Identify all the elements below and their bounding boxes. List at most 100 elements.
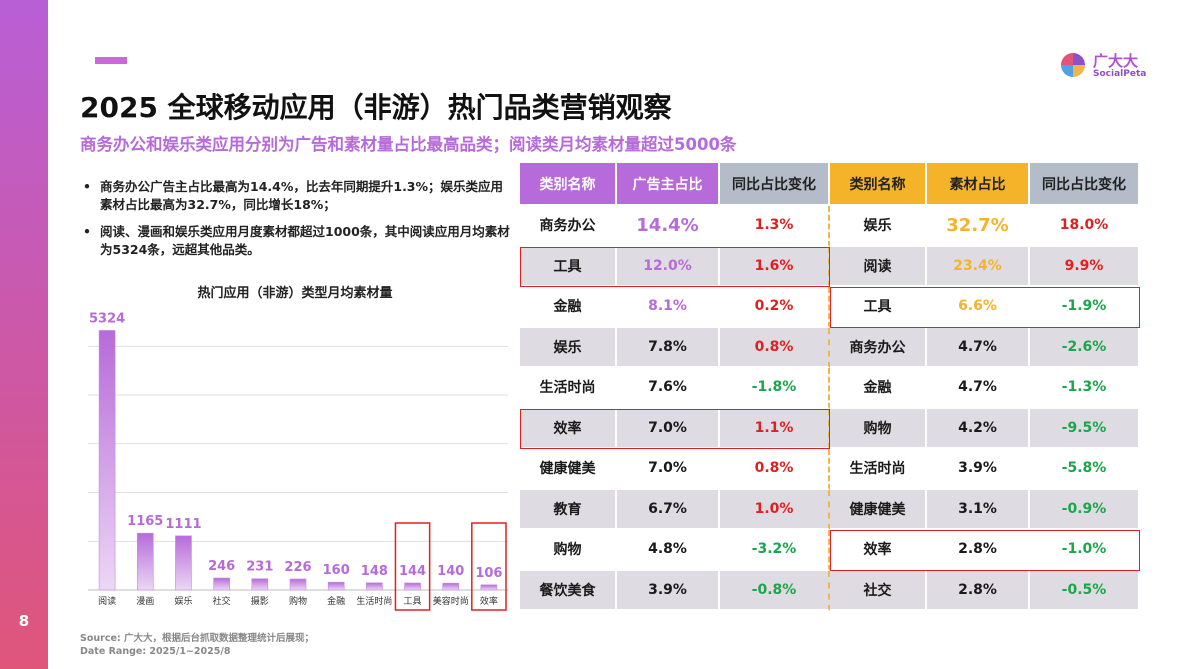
creative-share-cell: 4.7% bbox=[927, 327, 1030, 368]
right-category-cell: 阅读 bbox=[830, 246, 927, 287]
bullet-item: • 阅读、漫画和娱乐类应用月度素材都超过1000条，其中阅读应用月均素材为532… bbox=[80, 223, 510, 259]
left-change-cell: 1.0% bbox=[720, 489, 830, 530]
chart-x-tick-label: 摄影 bbox=[251, 595, 269, 607]
right-category-cell: 金融 bbox=[830, 368, 927, 409]
left-category-cell: 工具 bbox=[520, 246, 617, 287]
logo: 广大大 SocialPeta bbox=[1060, 50, 1170, 80]
right-change-cell: -5.8% bbox=[1030, 449, 1140, 490]
creative-share-cell: 2.8% bbox=[927, 530, 1030, 571]
left-change-cell: -3.2% bbox=[720, 530, 830, 571]
chart-highlight-box bbox=[471, 522, 507, 611]
chart-bar bbox=[480, 584, 498, 591]
creative-share-cell: 32.7% bbox=[927, 206, 1030, 247]
table-row: 效率 7.0% 1.1% 购物 4.2% -9.5% bbox=[520, 408, 1140, 449]
left-change-cell: 1.1% bbox=[720, 408, 830, 449]
chart-x-tick-label: 购物 bbox=[289, 595, 307, 607]
right-category-cell: 购物 bbox=[830, 408, 927, 449]
chart-value-label: 160 bbox=[323, 563, 350, 578]
left-change-cell: 0.2% bbox=[720, 287, 830, 328]
creative-share-cell: 4.2% bbox=[927, 408, 1030, 449]
chart-highlight-box bbox=[394, 522, 431, 611]
bullet-dot: • bbox=[83, 224, 91, 239]
table-row: 健康健美 7.0% 0.8% 生活时尚 3.9% -5.8% bbox=[520, 449, 1140, 490]
date-range-text: Date Range: 2025/1~2025/8 bbox=[80, 646, 231, 657]
right-category-cell: 效率 bbox=[830, 530, 927, 571]
bullet-text: 商务办公广告主占比最高为14.4%，比去年同期提升1.3%；娱乐类应用素材占比最… bbox=[100, 179, 504, 212]
socialpeta-logo-icon bbox=[1061, 53, 1085, 77]
chart-x-tick-label: 工具 bbox=[404, 596, 422, 607]
table-row: 生活时尚 7.6% -1.8% 金融 4.7% -1.3% bbox=[520, 368, 1140, 409]
right-change-cell: -1.0% bbox=[1030, 530, 1140, 571]
page-title: 2025 全球移动应用（非游）热门品类营销观察 bbox=[80, 91, 672, 124]
chart-x-tick-label: 生活时尚 bbox=[356, 595, 392, 607]
chart-bar bbox=[251, 578, 269, 591]
chart-value-label: 106 bbox=[475, 566, 502, 581]
ad-share-cell: 14.4% bbox=[617, 206, 720, 247]
right-change-cell: 9.9% bbox=[1030, 246, 1140, 287]
creative-share-cell: 6.6% bbox=[927, 287, 1030, 328]
chart-bar bbox=[136, 532, 154, 591]
left-category-cell: 娱乐 bbox=[520, 327, 617, 368]
creative-share-cell: 3.9% bbox=[927, 449, 1030, 490]
chart-bar bbox=[213, 577, 230, 591]
right-change-cell: -2.6% bbox=[1030, 327, 1140, 368]
left-category-cell: 生活时尚 bbox=[520, 368, 617, 409]
left-change-cell: 1.6% bbox=[720, 246, 830, 287]
chart-bar bbox=[404, 582, 421, 591]
logo-en-text: SocialPeta bbox=[1093, 69, 1147, 79]
left-category-cell: 金融 bbox=[520, 287, 617, 328]
page-subtitle: 商务办公和娱乐类应用分别为广告和素材量占比最高品类；阅读类月均素材量超过5000… bbox=[80, 135, 737, 154]
header-ad-share: 广告主占比 bbox=[617, 163, 720, 206]
right-change-cell: 18.0% bbox=[1030, 206, 1140, 247]
left-category-cell: 健康健美 bbox=[520, 449, 617, 490]
chart-title: 热门应用（非游）类型月均素材量 bbox=[197, 286, 393, 301]
bullet-list: • 商务办公广告主占比最高为14.4%，比去年同期提升1.3%；娱乐类应用素材占… bbox=[80, 178, 510, 268]
title-accent-bar bbox=[95, 57, 127, 64]
ad-share-cell: 7.6% bbox=[617, 368, 720, 409]
bullet-dot: • bbox=[83, 179, 91, 194]
chart-x-tick-label: 阅读 bbox=[98, 595, 116, 607]
chart-value-label: 5324 bbox=[89, 311, 125, 326]
chart-value-label: 226 bbox=[284, 560, 311, 575]
chart-value-label: 231 bbox=[246, 560, 273, 575]
left-category-cell: 教育 bbox=[520, 489, 617, 530]
left-change-cell: 0.8% bbox=[720, 327, 830, 368]
ad-share-cell: 7.0% bbox=[617, 408, 720, 449]
right-category-cell: 社交 bbox=[830, 570, 927, 611]
creative-share-cell: 2.8% bbox=[927, 570, 1030, 611]
left-category-cell: 餐饮美食 bbox=[520, 570, 617, 611]
source-text: Source: 广大大，根据后台抓取数据整理统计后展现； bbox=[80, 633, 314, 644]
left-category-cell: 购物 bbox=[520, 530, 617, 571]
right-category-cell: 生活时尚 bbox=[830, 449, 927, 490]
right-category-cell: 娱乐 bbox=[830, 206, 927, 247]
chart-x-tick-label: 效率 bbox=[480, 595, 498, 607]
chart-bar bbox=[442, 582, 460, 591]
chart-x-tick-label: 金融 bbox=[327, 595, 345, 607]
left-category-cell: 效率 bbox=[520, 408, 617, 449]
right-change-cell: -1.3% bbox=[1030, 368, 1140, 409]
side-strip bbox=[0, 0, 48, 669]
ad-share-cell: 7.8% bbox=[617, 327, 720, 368]
chart-x-tick-label: 漫画 bbox=[136, 595, 154, 607]
header-left-change: 同比占比变化 bbox=[720, 163, 830, 206]
chart-value-label: 246 bbox=[208, 559, 235, 574]
chart-x-tick-label: 娱乐 bbox=[174, 595, 192, 607]
chart-x-tick-label: 社交 bbox=[213, 595, 231, 607]
bar-chart: 5324 1165 1111 246 231 226 160 148 144 140 106 阅读 漫… bbox=[88, 311, 508, 611]
ad-share-cell: 8.1% bbox=[617, 287, 720, 328]
table-row: 娱乐 7.8% 0.8% 商务办公 4.7% -2.6% bbox=[520, 327, 1140, 368]
right-category-cell: 健康健美 bbox=[830, 489, 927, 530]
right-change-cell: -0.5% bbox=[1030, 570, 1140, 611]
chart-bar bbox=[289, 578, 307, 591]
page-number: 8 bbox=[18, 612, 30, 630]
right-change-cell: -1.9% bbox=[1030, 287, 1140, 328]
chart-value-label: 1165 bbox=[127, 514, 163, 529]
right-change-cell: -0.9% bbox=[1030, 489, 1140, 530]
left-change-cell: -0.8% bbox=[720, 570, 830, 611]
creative-share-cell: 3.1% bbox=[927, 489, 1030, 530]
chart-value-label: 140 bbox=[437, 564, 464, 579]
table-row: 工具 12.0% 1.6% 阅读 23.4% 9.9% bbox=[520, 246, 1140, 287]
chart-bar bbox=[327, 581, 345, 591]
chart-bar bbox=[175, 535, 192, 591]
creative-share-cell: 23.4% bbox=[927, 246, 1030, 287]
